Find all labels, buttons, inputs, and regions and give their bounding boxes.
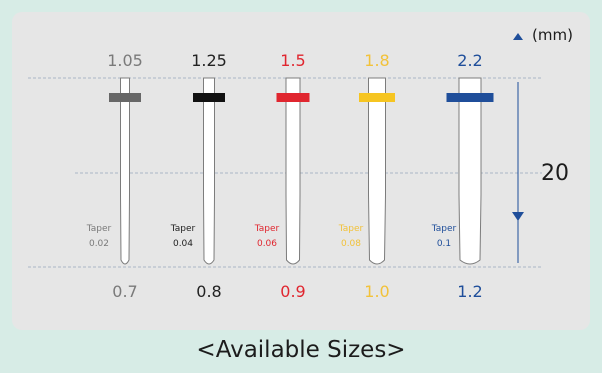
taper-label: Taper <box>86 224 112 234</box>
tip-size-label: 0.9 <box>280 282 305 301</box>
taper-value: 0.08 <box>341 239 361 249</box>
post-body <box>120 77 130 265</box>
unit-arrow-up-icon <box>513 33 523 40</box>
post-1: 1.05 0.7 Taper 0.02 <box>86 51 143 301</box>
color-band <box>359 93 395 102</box>
tip-size-label: 1.2 <box>457 282 482 301</box>
posts-group: 1.05 0.7 Taper 0.02 1.25 0.8 Taper 0.04 1.5 0.9 Ta… <box>86 51 494 301</box>
length-label: 20 <box>541 161 569 186</box>
top-size-label: 1.5 <box>280 51 305 70</box>
taper-label: Taper <box>170 224 196 234</box>
unit-label: (mm) <box>532 26 573 44</box>
post-4: 1.8 1.0 Taper 0.08 <box>338 51 395 301</box>
caption: <Available Sizes> <box>196 337 406 363</box>
top-size-label: 1.25 <box>191 51 227 70</box>
taper-value: 0.02 <box>89 239 109 249</box>
post-body <box>368 77 386 265</box>
post-body <box>285 77 301 265</box>
tip-size-label: 0.8 <box>196 282 221 301</box>
post-5: 2.2 1.2 Taper 0.1 <box>431 51 494 301</box>
taper-value: 0.04 <box>173 239 193 249</box>
taper-value: 0.06 <box>257 239 277 249</box>
color-band <box>276 93 310 102</box>
taper-label: Taper <box>338 224 364 234</box>
top-size-label: 1.05 <box>107 51 143 70</box>
taper-label: Taper <box>254 224 280 234</box>
post-body <box>203 77 215 265</box>
top-size-label: 1.8 <box>364 51 389 70</box>
color-band <box>109 93 141 102</box>
tip-size-label: 1.0 <box>364 282 389 301</box>
taper-value: 0.1 <box>437 239 451 249</box>
post-3: 1.5 0.9 Taper 0.06 <box>254 51 310 301</box>
tip-size-label: 0.7 <box>112 282 137 301</box>
sizes-panel <box>12 12 590 330</box>
top-size-label: 2.2 <box>457 51 482 70</box>
post-2: 1.25 0.8 Taper 0.04 <box>170 51 227 301</box>
color-band <box>446 93 494 102</box>
color-band <box>193 93 225 102</box>
length-arrow-down-icon <box>512 212 524 221</box>
taper-label: Taper <box>431 224 457 234</box>
post-body <box>458 77 482 265</box>
